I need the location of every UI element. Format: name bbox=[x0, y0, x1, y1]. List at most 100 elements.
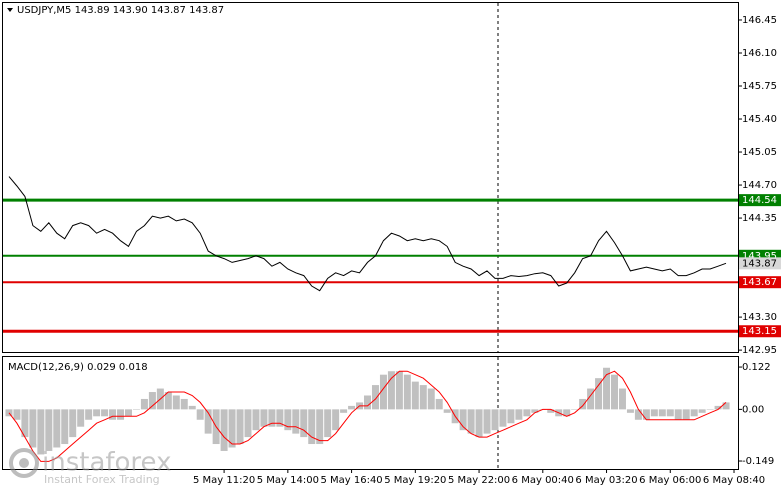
macd-bar bbox=[650, 409, 658, 417]
macd-bar bbox=[642, 409, 650, 420]
y-tick-label: 143.30 bbox=[742, 312, 777, 323]
macd-bar bbox=[499, 409, 507, 427]
macd-bar bbox=[109, 409, 117, 420]
y-tick-label: 142.95 bbox=[742, 345, 777, 356]
macd-bar bbox=[268, 409, 276, 427]
macd-bar bbox=[93, 409, 101, 417]
macd-bar bbox=[587, 388, 595, 410]
macd-bar bbox=[172, 395, 180, 410]
macd-bar bbox=[228, 409, 236, 448]
y-tick-label: 144.70 bbox=[742, 180, 777, 191]
x-tick-label: 6 May 06:00 bbox=[639, 475, 701, 486]
macd-bar bbox=[515, 409, 523, 420]
level-label: 144.54 bbox=[742, 195, 777, 206]
macd-bar bbox=[427, 388, 435, 410]
macd-bar bbox=[29, 409, 37, 448]
macd-bar bbox=[571, 409, 579, 410]
macd-bar bbox=[714, 405, 722, 410]
macd-bar bbox=[117, 409, 125, 420]
macd-bar bbox=[547, 409, 555, 413]
logo-ring bbox=[9, 448, 39, 478]
macd-bar bbox=[348, 405, 356, 410]
x-tick-label: 5 May 22:00 bbox=[448, 475, 510, 486]
x-tick-label: 5 May 19:20 bbox=[384, 475, 446, 486]
macd-bar bbox=[682, 409, 690, 420]
macd-bar bbox=[69, 409, 77, 438]
macd-bar bbox=[459, 409, 467, 431]
macd-bar bbox=[611, 374, 619, 410]
macd-bar bbox=[85, 409, 93, 420]
macd-bar bbox=[37, 409, 45, 455]
last-price-label: 143.87 bbox=[742, 258, 777, 269]
level-label-box bbox=[739, 325, 781, 338]
macd-bar bbox=[188, 405, 196, 410]
macd-bar bbox=[316, 409, 324, 445]
x-tick-label: 5 May 14:00 bbox=[257, 475, 319, 486]
macd-bar bbox=[140, 398, 148, 410]
macd-bar bbox=[706, 409, 714, 410]
macd-bar bbox=[180, 398, 188, 410]
macd-bar bbox=[419, 385, 427, 410]
macd-bar bbox=[467, 409, 475, 434]
macd-bar bbox=[236, 409, 244, 445]
x-tick-label: 6 May 08:40 bbox=[703, 475, 765, 486]
macd-bar bbox=[411, 381, 419, 410]
macd-bar bbox=[284, 409, 292, 431]
macd-bar bbox=[698, 409, 706, 413]
macd-bar bbox=[324, 409, 332, 438]
macd-bar bbox=[252, 409, 260, 431]
y-tick-label: 146.45 bbox=[742, 15, 777, 26]
macd-bar bbox=[658, 409, 666, 417]
macd-bar bbox=[124, 409, 132, 417]
plot-layer: 146.45 146.10 145.75 145.40 145.05 144.70 144.… bbox=[3, 15, 781, 486]
macd-bar bbox=[21, 409, 29, 438]
macd-bar bbox=[164, 392, 172, 410]
x-tick-label: 5 May 11:20 bbox=[193, 475, 255, 486]
logo-core bbox=[19, 458, 29, 468]
slogan: Instant Forex Trading bbox=[44, 473, 160, 486]
last-price-box bbox=[739, 257, 781, 270]
macd-bar bbox=[101, 409, 109, 417]
macd-bar bbox=[475, 409, 483, 438]
macd-bar bbox=[244, 409, 252, 438]
level-label: 143.15 bbox=[742, 326, 777, 337]
macd-bar bbox=[196, 409, 204, 420]
y-tick-label: 145.40 bbox=[742, 114, 777, 125]
macd-bar bbox=[379, 374, 387, 410]
level-label: 143.95 bbox=[742, 251, 777, 262]
macd-bar bbox=[45, 409, 53, 451]
macd-bar bbox=[220, 409, 228, 451]
macd-bar bbox=[523, 409, 531, 417]
price-line bbox=[8, 176, 727, 292]
macd-bar bbox=[13, 409, 21, 420]
macd-bar bbox=[722, 402, 730, 410]
macd-bar bbox=[260, 409, 268, 427]
macd-bar bbox=[332, 409, 340, 431]
level-label-box bbox=[739, 276, 781, 289]
macd-bar bbox=[53, 409, 61, 448]
macd-bar bbox=[276, 409, 284, 427]
macd-panel-frame bbox=[2, 356, 739, 470]
macd-bar bbox=[579, 398, 587, 410]
y-tick-label: 145.05 bbox=[742, 147, 777, 158]
macd-bar bbox=[132, 409, 140, 410]
price-panel-frame bbox=[2, 2, 739, 353]
macd-bar bbox=[531, 409, 539, 413]
x-tick-label: 6 May 00:40 bbox=[512, 475, 574, 486]
y-tick-label: 146.10 bbox=[742, 48, 777, 59]
x-tick-label: 6 May 03:20 bbox=[575, 475, 637, 486]
macd-bar bbox=[483, 409, 491, 434]
y-tick-label: 0.122 bbox=[742, 362, 771, 373]
macd-bar bbox=[666, 409, 674, 417]
x-tick-label: 5 May 16:40 bbox=[320, 475, 382, 486]
signal-line bbox=[8, 370, 727, 462]
macd-bar bbox=[340, 409, 348, 413]
macd-bar bbox=[61, 409, 69, 445]
macd-bar bbox=[626, 409, 634, 413]
macd-bar bbox=[292, 409, 300, 434]
macd-bar bbox=[491, 409, 499, 431]
level-label-box bbox=[739, 194, 781, 207]
y-tick-label: 145.75 bbox=[742, 81, 777, 92]
macd-bar bbox=[300, 409, 308, 438]
